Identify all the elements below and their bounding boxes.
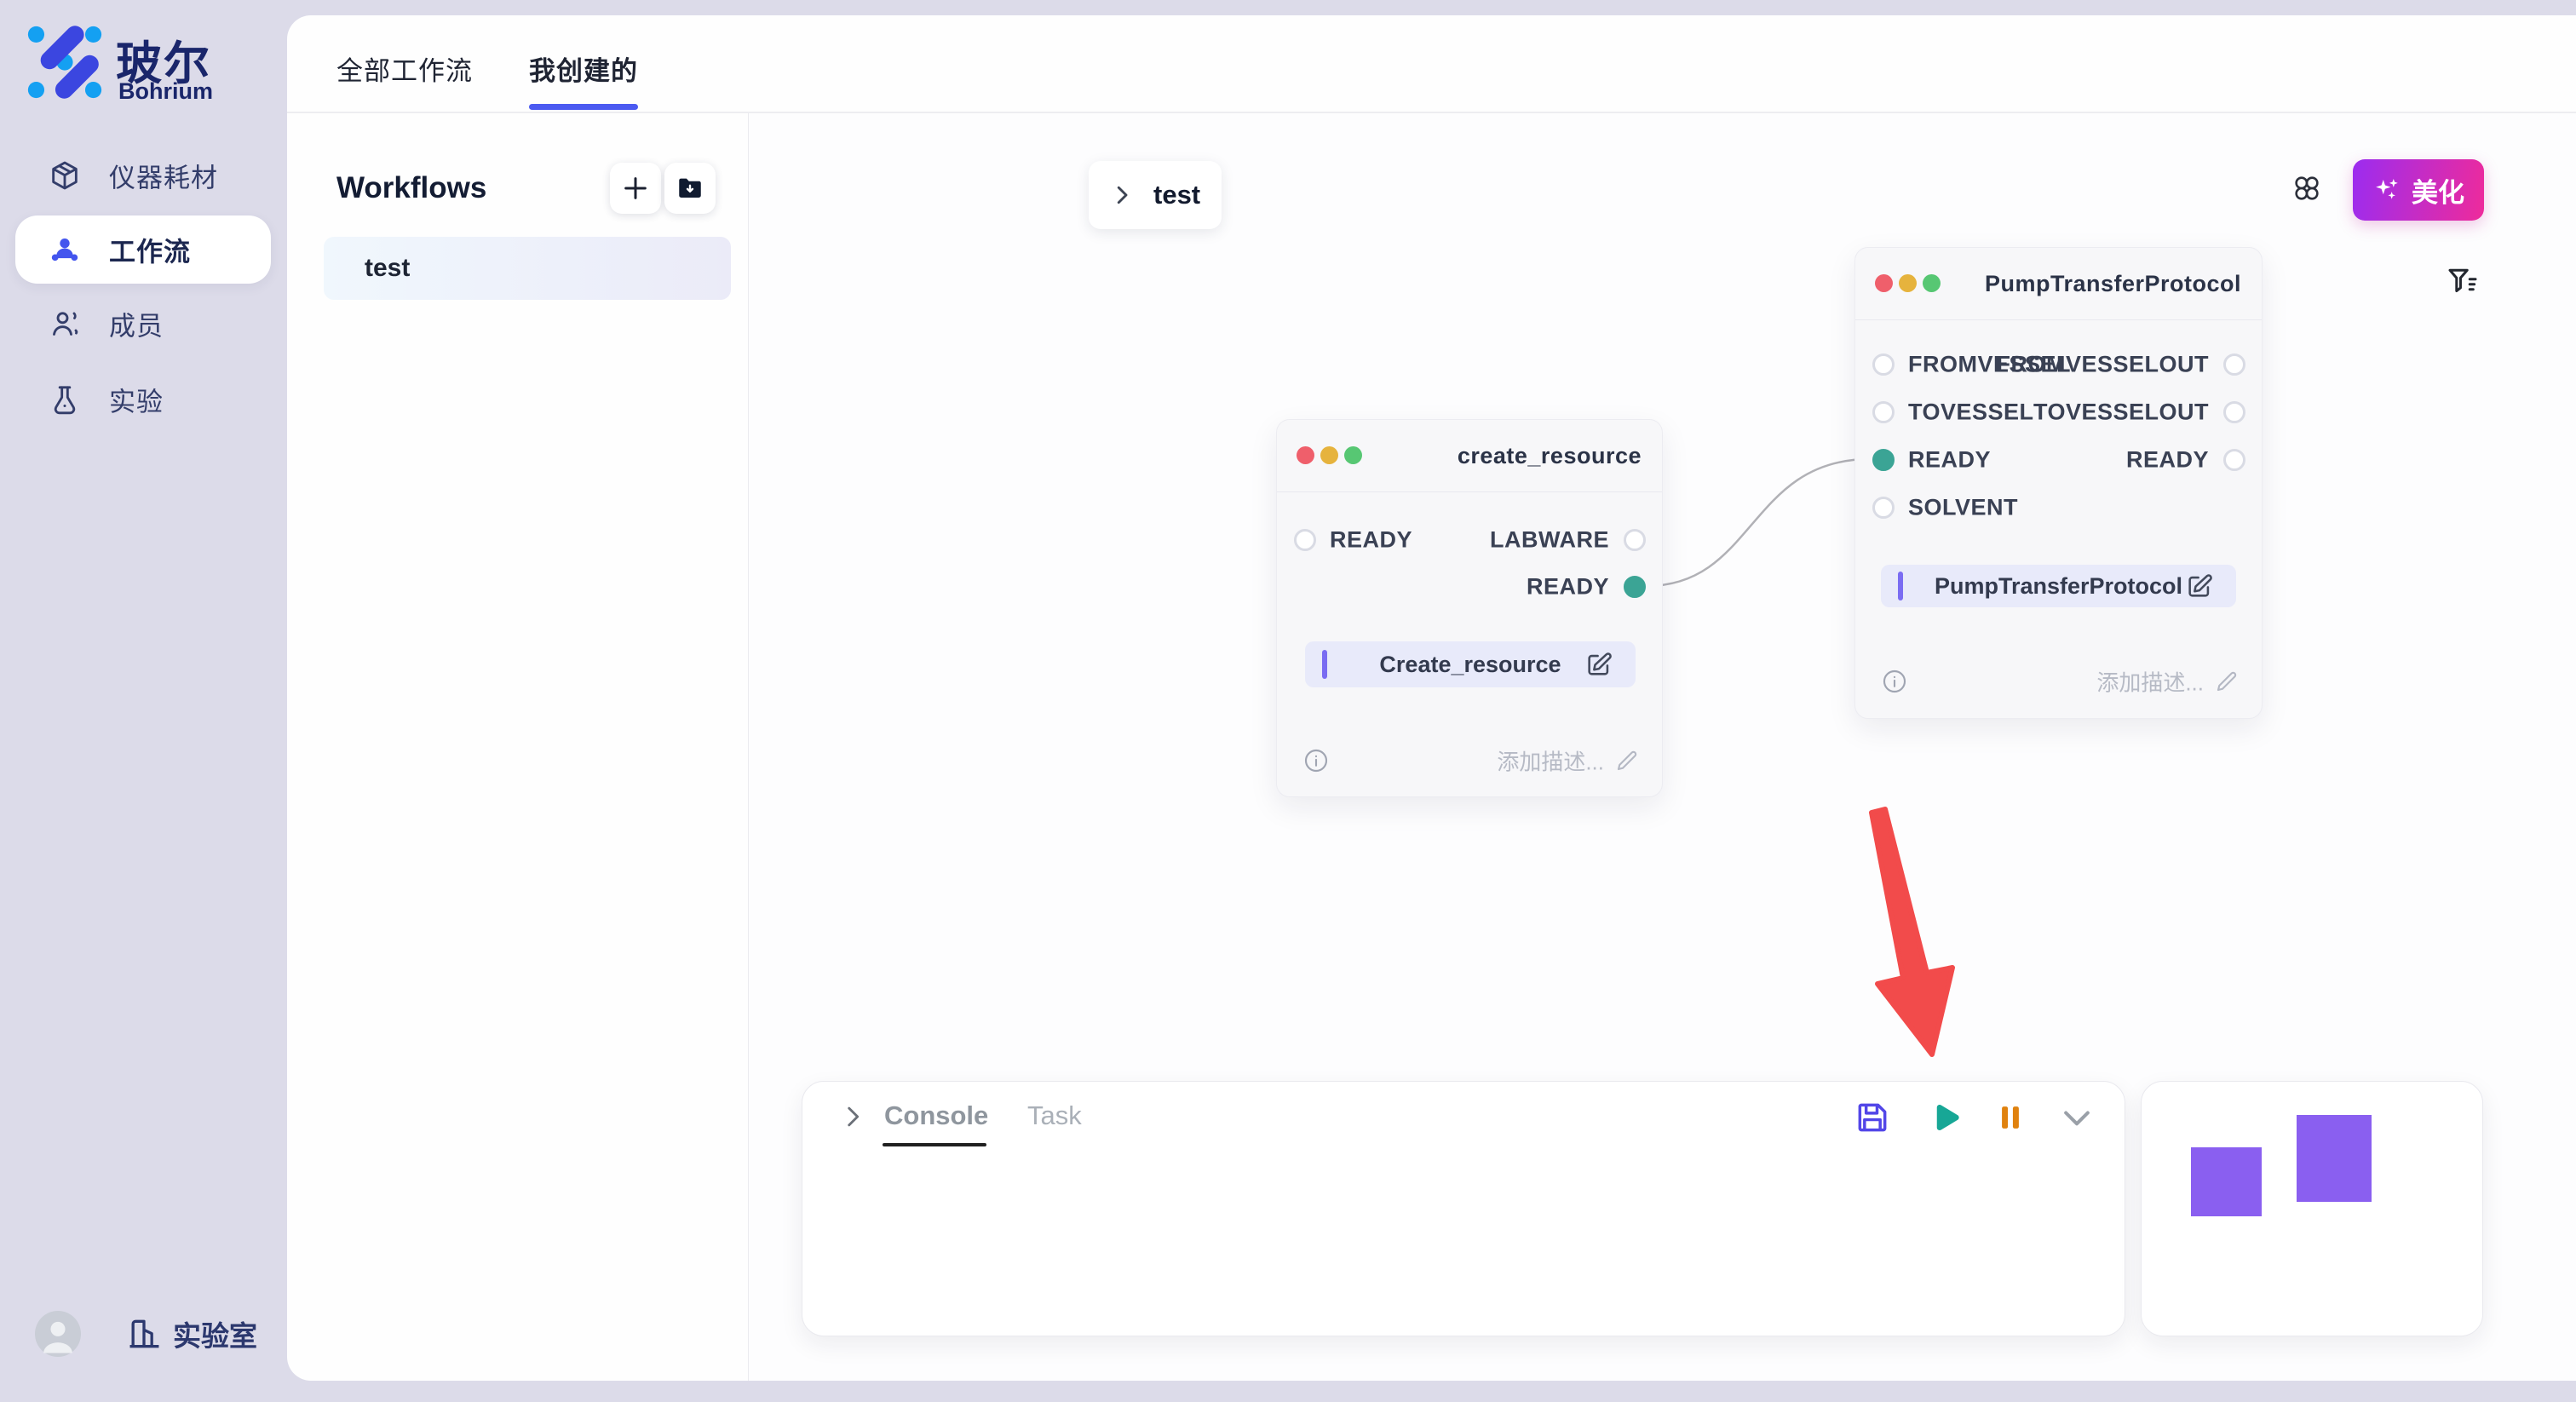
- chevron-right-icon: [1117, 186, 1128, 204]
- active-tab-underline: [529, 104, 638, 110]
- experiment-icon: [54, 386, 76, 415]
- node-header[interactable]: PumpTransferProtocol: [1855, 248, 2262, 320]
- task-accent-bar: [1898, 572, 1903, 600]
- minimap[interactable]: [2141, 1081, 2483, 1336]
- port-labware-out[interactable]: [1624, 529, 1646, 551]
- port-ready-in-connected[interactable]: [1872, 449, 1895, 471]
- traffic-green-dot: [1344, 446, 1362, 464]
- workflows-panel-title: Workflows: [336, 171, 487, 204]
- port-label: READY: [1908, 446, 1992, 473]
- package-icon: [52, 161, 78, 190]
- workflow-list-item-test[interactable]: test: [324, 237, 731, 300]
- folder-download-icon: [679, 178, 701, 198]
- sidebar-item-workflow[interactable]: 工作流: [15, 215, 271, 284]
- save-icon[interactable]: [1854, 1099, 1891, 1136]
- edge-create-to-pump: [1646, 457, 1871, 588]
- tabs-divider: [287, 112, 2576, 113]
- task-label: PumpTransferProtocol: [1934, 572, 2183, 599]
- sidebar-item-label: 成员: [109, 311, 164, 342]
- console-panel: Console Task: [802, 1081, 2125, 1336]
- workflow-name: test: [365, 254, 411, 282]
- tab-all-workflows[interactable]: 全部工作流: [336, 56, 473, 86]
- user-avatar[interactable]: [35, 1311, 81, 1357]
- description-placeholder[interactable]: 添加描述...: [2096, 669, 2204, 696]
- node-header[interactable]: create_resource: [1277, 420, 1662, 492]
- sidebar-item-consumables[interactable]: 仪器耗材: [15, 141, 271, 210]
- task-accent-bar: [1322, 650, 1327, 679]
- traffic-yellow-dot: [1320, 446, 1338, 464]
- port-label: TOVESSELOUT: [2033, 399, 2209, 425]
- traffic-red-dot: [1875, 274, 1893, 292]
- bohrium-logo-icon: [27, 26, 102, 99]
- info-icon[interactable]: [1302, 747, 1330, 774]
- pencil-icon[interactable]: [1614, 748, 1640, 773]
- beautify-button[interactable]: 美化: [2353, 159, 2484, 221]
- port-fromvessel-in[interactable]: [1872, 353, 1895, 376]
- import-workflow-button[interactable]: [664, 163, 716, 214]
- port-tovesselout-out[interactable]: [2223, 401, 2245, 423]
- sidebar-item-label: 实验: [109, 387, 164, 417]
- tab-console[interactable]: Console: [884, 1100, 989, 1130]
- layout-grid-icon[interactable]: [2291, 173, 2322, 204]
- building-icon: [129, 1319, 159, 1348]
- port-ready-out-connected[interactable]: [1624, 576, 1646, 598]
- sidebar-item-label: 工作流: [109, 237, 191, 267]
- console-tab-underline: [883, 1143, 986, 1146]
- sidebar-item-members[interactable]: 成员: [15, 290, 271, 358]
- port-label: TOVESSEL: [1908, 399, 2034, 425]
- description-placeholder[interactable]: 添加描述...: [1497, 749, 1604, 775]
- edit-icon[interactable]: [1584, 650, 1613, 679]
- edit-icon[interactable]: [2185, 572, 2214, 600]
- members-icon: [53, 312, 78, 336]
- info-icon[interactable]: [1881, 668, 1908, 695]
- brand-name-cn: 玻尔: [116, 38, 211, 89]
- collapse-chevron-right-icon[interactable]: [838, 1102, 867, 1131]
- run-play-icon[interactable]: [1925, 1099, 1963, 1136]
- sidebar-item-experiment[interactable]: 实验: [15, 365, 271, 434]
- node-pump-transfer-protocol[interactable]: PumpTransferProtocol FROMVESSEL FROMVESS…: [1854, 247, 2263, 719]
- minimap-node-create-resource: [2191, 1147, 2262, 1216]
- port-tovessel-in[interactable]: [1872, 401, 1895, 423]
- beautify-label: 美化: [2412, 177, 2464, 208]
- task-pump-transfer-protocol[interactable]: PumpTransferProtocol: [1881, 565, 2236, 607]
- traffic-red-dot: [1297, 446, 1314, 464]
- port-label: FROMVESSEL: [1908, 351, 2072, 377]
- tab-created-by-me[interactable]: 我创建的: [529, 56, 638, 86]
- node-title: PumpTransferProtocol: [1984, 271, 2241, 296]
- filter-icon[interactable]: [2445, 263, 2481, 299]
- pause-icon[interactable]: [1992, 1099, 2029, 1136]
- port-label: READY: [1526, 573, 1609, 600]
- sidebar: 玻尔 Bohrium 仪器耗材 工作流 成员: [0, 0, 287, 1402]
- breadcrumb[interactable]: test: [1089, 161, 1222, 229]
- add-workflow-button[interactable]: [610, 163, 661, 214]
- task-create-resource[interactable]: Create_resource: [1305, 641, 1636, 687]
- workflow-icon: [51, 238, 78, 261]
- sidebar-item-label: 仪器耗材: [109, 163, 218, 193]
- port-label: READY: [1330, 526, 1413, 553]
- lab-switcher[interactable]: 实验室: [125, 1312, 257, 1356]
- pencil-icon[interactable]: [2214, 669, 2240, 694]
- node-create-resource[interactable]: create_resource READY LABWARE READY: [1276, 419, 1663, 797]
- brand-name-en: Bohrium: [118, 78, 213, 104]
- port-ready-out[interactable]: [2223, 449, 2245, 471]
- chevron-down-icon[interactable]: [2058, 1099, 2096, 1136]
- port-solvent-in[interactable]: [1872, 497, 1895, 519]
- port-label: READY: [2125, 446, 2209, 473]
- traffic-green-dot: [1923, 274, 1941, 292]
- breadcrumb-label: test: [1153, 180, 1201, 210]
- task-label: Create_resource: [1379, 651, 1561, 677]
- sparkles-icon: [2376, 178, 2398, 199]
- port-label: LABWARE: [1490, 526, 1609, 553]
- port-fromvesselout-out[interactable]: [2223, 353, 2245, 376]
- lab-label: 实验室: [173, 1320, 257, 1352]
- plus-icon: [624, 177, 647, 199]
- traffic-yellow-dot: [1899, 274, 1917, 292]
- tab-task[interactable]: Task: [1027, 1100, 1082, 1130]
- port-ready-in[interactable]: [1294, 529, 1316, 551]
- node-title: create_resource: [1457, 443, 1642, 468]
- minimap-node-pump-transfer: [2297, 1115, 2372, 1202]
- port-label: FROMVESSELOUT: [1996, 351, 2209, 377]
- port-label: SOLVENT: [1908, 494, 2019, 520]
